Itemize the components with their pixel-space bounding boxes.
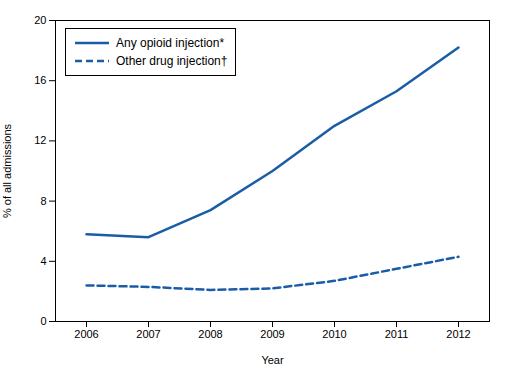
svg-text:2011: 2011	[385, 328, 409, 340]
svg-text:2006: 2006	[74, 328, 98, 340]
svg-text:2007: 2007	[136, 328, 160, 340]
svg-text:2010: 2010	[322, 328, 346, 340]
svg-text:2009: 2009	[260, 328, 284, 340]
svg-text:% of all admissions: % of all admissions	[1, 123, 13, 218]
svg-text:2008: 2008	[198, 328, 222, 340]
svg-text:2012: 2012	[446, 328, 470, 340]
svg-text:16: 16	[34, 74, 46, 86]
svg-text:Year: Year	[261, 354, 284, 366]
svg-text:4: 4	[40, 255, 46, 267]
svg-text:0: 0	[40, 315, 46, 327]
svg-text:20: 20	[34, 14, 46, 26]
svg-text:12: 12	[34, 134, 46, 146]
html-text:Any opioid injection*: Any opioid injection*	[116, 36, 225, 50]
svg-text:8: 8	[40, 195, 46, 207]
html-text:Other drug injection†: Other drug injection†	[116, 54, 228, 68]
